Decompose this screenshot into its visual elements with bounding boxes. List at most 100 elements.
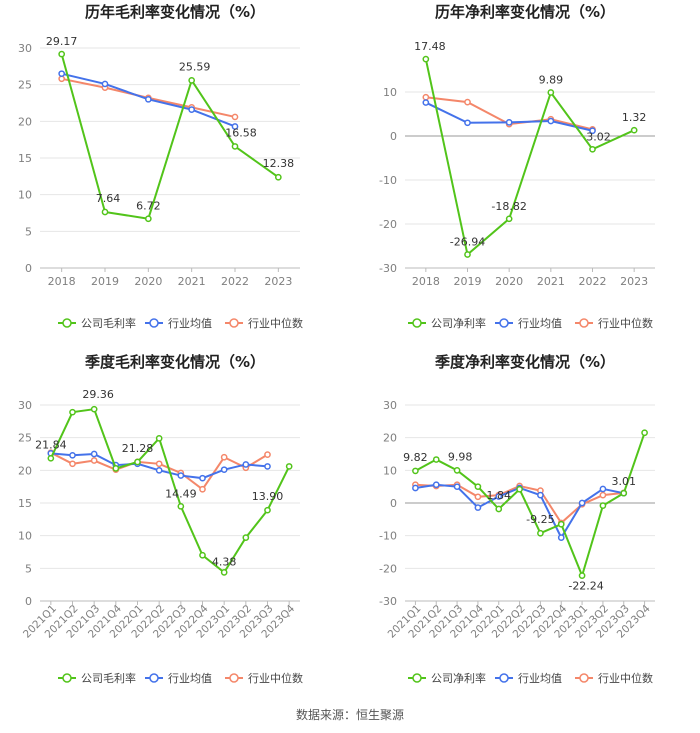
legend-swatch-marker <box>149 318 159 328</box>
data-point[interactable] <box>453 483 461 491</box>
data-point[interactable] <box>101 80 109 88</box>
data-point[interactable] <box>557 520 565 528</box>
data-point[interactable] <box>220 466 228 474</box>
data-point[interactable] <box>589 127 596 135</box>
data-point[interactable] <box>599 502 607 509</box>
chart-quarterly-gross-margin: 季度毛利率变化情况（%）0510152025302021Q12021Q22021… <box>18 353 303 685</box>
legend-item[interactable]: 行业均值 <box>518 317 562 330</box>
data-point[interactable] <box>155 460 163 468</box>
data-point[interactable] <box>134 458 141 466</box>
legend-item[interactable]: 行业中位数 <box>598 671 653 685</box>
data-point[interactable] <box>599 485 607 493</box>
data-point[interactable] <box>495 493 503 500</box>
legend-item[interactable]: 行业均值 <box>518 672 562 685</box>
data-point[interactable] <box>589 145 596 153</box>
data-point[interactable] <box>412 467 419 475</box>
data-point[interactable] <box>453 467 461 474</box>
data-point[interactable] <box>422 99 430 106</box>
data-point[interactable] <box>422 55 430 63</box>
data-point[interactable] <box>264 463 271 470</box>
legend-item[interactable]: 公司毛利率 <box>81 671 136 685</box>
data-point[interactable] <box>516 485 523 493</box>
data-point[interactable] <box>464 119 471 127</box>
data-point[interactable] <box>547 117 555 125</box>
data-label: -22.24 <box>568 580 603 593</box>
data-point[interactable] <box>274 173 282 181</box>
data-point[interactable] <box>599 491 607 499</box>
data-point[interactable] <box>505 215 513 223</box>
data-point[interactable] <box>422 93 430 101</box>
data-point[interactable] <box>90 457 98 464</box>
data-point[interactable] <box>112 465 120 472</box>
data-point[interactable] <box>464 251 471 258</box>
data-point[interactable] <box>474 493 482 501</box>
data-point[interactable] <box>464 98 471 106</box>
data-point[interactable] <box>220 569 228 576</box>
x-tick-label: 2022 <box>579 275 607 288</box>
data-point[interactable] <box>474 483 482 491</box>
data-point[interactable] <box>641 429 648 437</box>
data-point[interactable] <box>285 463 293 470</box>
legend-item[interactable]: 公司净利率 <box>431 316 486 330</box>
legend-item[interactable]: 公司毛利率 <box>81 316 136 330</box>
legend-item[interactable]: 行业中位数 <box>248 316 303 330</box>
data-point[interactable] <box>495 505 503 513</box>
legend-item[interactable]: 行业中位数 <box>598 316 653 330</box>
data-point[interactable] <box>242 461 250 468</box>
data-point[interactable] <box>47 454 55 462</box>
data-point[interactable] <box>188 106 196 113</box>
data-point[interactable] <box>58 70 66 78</box>
legend-swatch-marker <box>412 318 422 328</box>
data-point[interactable] <box>578 499 586 507</box>
data-point[interactable] <box>432 481 440 489</box>
data-point[interactable] <box>547 89 555 96</box>
data-point[interactable] <box>69 451 76 459</box>
data-point[interactable] <box>90 405 98 413</box>
data-point[interactable] <box>155 434 163 442</box>
legend-item[interactable]: 公司净利率 <box>431 671 486 685</box>
data-point[interactable] <box>177 502 185 510</box>
y-tick-label: -10 <box>379 174 397 187</box>
data-label: 9.98 <box>448 450 473 463</box>
data-point[interactable] <box>101 208 109 216</box>
data-point[interactable] <box>432 456 440 463</box>
data-point[interactable] <box>412 484 419 492</box>
data-point[interactable] <box>630 126 638 134</box>
x-tick-label: 2021 <box>178 275 206 288</box>
data-point[interactable] <box>155 466 163 474</box>
data-point[interactable] <box>537 491 544 499</box>
data-point[interactable] <box>188 76 196 84</box>
data-point[interactable] <box>474 504 482 511</box>
data-point[interactable] <box>199 551 206 559</box>
data-point[interactable] <box>264 506 271 514</box>
data-point[interactable] <box>242 534 250 541</box>
data-point[interactable] <box>199 485 206 493</box>
data-point[interactable] <box>231 143 239 150</box>
data-point[interactable] <box>578 572 586 580</box>
data-point[interactable] <box>557 534 565 541</box>
data-point[interactable] <box>90 450 98 458</box>
legend-item[interactable]: 行业均值 <box>168 317 212 330</box>
data-point[interactable] <box>505 119 513 126</box>
data-point[interactable] <box>144 215 152 223</box>
data-point[interactable] <box>620 489 628 497</box>
data-point[interactable] <box>69 408 76 416</box>
series-line-1 <box>415 483 624 540</box>
data-label: 6.72 <box>136 200 161 213</box>
data-point[interactable] <box>58 50 66 58</box>
data-label: 12.38 <box>263 157 295 170</box>
x-tick-label: 2021 <box>537 275 565 288</box>
data-point[interactable] <box>231 113 239 121</box>
data-point[interactable] <box>537 529 544 537</box>
x-tick-label: 2018 <box>48 275 76 288</box>
data-point[interactable] <box>69 460 76 468</box>
data-point[interactable] <box>177 472 185 479</box>
legend-item[interactable]: 行业中位数 <box>248 671 303 685</box>
data-point[interactable] <box>144 95 152 103</box>
data-point[interactable] <box>231 123 239 130</box>
legend-item[interactable]: 行业均值 <box>168 672 212 685</box>
y-tick-label: 0 <box>390 130 397 143</box>
data-point[interactable] <box>199 474 206 482</box>
data-point[interactable] <box>264 451 271 459</box>
data-point[interactable] <box>220 453 228 461</box>
